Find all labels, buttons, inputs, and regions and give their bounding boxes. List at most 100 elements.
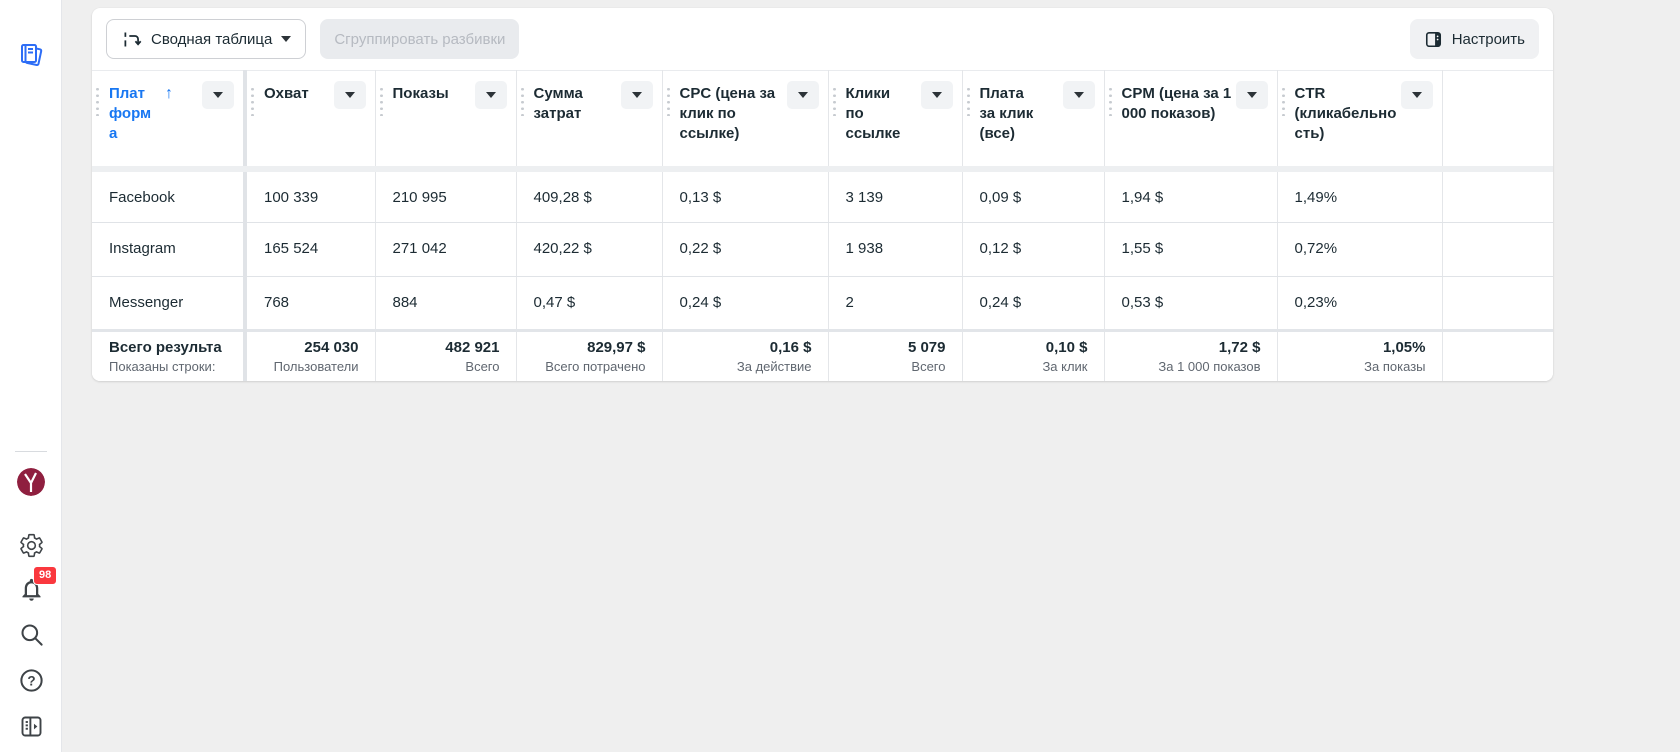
column-header-ctr[interactable]: CTR (кликабельность) [1277,70,1443,172]
svg-text:?: ? [27,673,35,688]
pivot-table: Платформа ↑ Охват Показы Сумма затрат [92,70,1553,381]
column-menu-button[interactable] [786,81,819,109]
column-menu-button[interactable] [920,81,953,109]
table-cell[interactable]: 0,23% [1277,276,1443,331]
column-header-cpc[interactable]: CPC (цена за клик по ссылке) [662,70,829,172]
table-cell[interactable]: 0,47 $ [516,276,663,331]
table-cell[interactable]: 1 938 [828,222,963,277]
column-menu-button[interactable] [202,81,234,109]
drag-handle-icon[interactable] [520,86,524,116]
notifications-bell-icon[interactable]: 98 [17,566,58,603]
chevron-down-icon [1073,92,1084,98]
column-label: Показы [392,85,449,102]
drag-handle-icon[interactable] [832,86,836,116]
column-menu-button[interactable] [1235,81,1268,109]
totals-label: Всего [911,359,946,375]
group-breakdowns-button[interactable]: Сгруппировать разбивки [320,19,520,59]
column-menu-button[interactable] [1400,81,1433,109]
totals-value: 0,16 $ [769,339,812,357]
drag-handle-icon[interactable] [96,86,99,116]
column-header-reach[interactable]: Охват [245,70,376,172]
table-cell-empty [1442,276,1553,331]
account-avatar[interactable] [17,468,45,496]
table-cell[interactable]: 1,55 $ [1104,222,1278,277]
table-cell[interactable]: 0,24 $ [662,276,829,331]
drag-handle-icon[interactable] [251,86,254,116]
table-cell[interactable]: 884 [375,276,517,331]
table-cell[interactable]: 0,13 $ [662,168,829,223]
totals-subtitle[interactable]: Показаны строки: [109,359,216,375]
table-cell[interactable]: 768 [245,276,376,331]
search-icon[interactable] [17,620,45,648]
table-cell[interactable]: 1,49% [1277,168,1443,223]
column-menu-button[interactable] [333,81,366,109]
settings-gear-icon[interactable] [17,531,45,559]
left-sidebar: 98 ? [0,0,62,752]
column-label: Охват [264,85,309,102]
table-cell[interactable]: 3 139 [828,168,963,223]
totals-cell: 0,10 $ За клик [962,329,1105,381]
table-cell[interactable]: 210 995 [375,168,517,223]
column-menu-button[interactable] [1062,81,1095,109]
chevron-down-icon [797,92,808,98]
table-cell[interactable]: 409,28 $ [516,168,663,223]
table-cell[interactable]: 0,22 $ [662,222,829,277]
notification-count-badge: 98 [33,566,58,585]
column-menu-button[interactable] [620,81,653,109]
column-header-impressions[interactable]: Показы [375,70,517,172]
totals-value: 1,05% [1382,339,1426,357]
column-label: CTR (кликабельность) [1294,85,1397,142]
totals-label: За показы [1364,359,1426,375]
totals-value: 829,97 $ [587,339,646,357]
table-cell[interactable]: 1,94 $ [1104,168,1278,223]
totals-cell: 1,72 $ За 1 000 показов [1104,329,1278,381]
totals-row: Всего результа Показаны строки: 254 030 … [92,329,1553,381]
row-platform-name[interactable]: Facebook [92,168,247,223]
column-menu-button[interactable] [474,81,507,109]
customize-button[interactable]: Настроить [1409,19,1539,59]
column-label: CPC (цена за клик по ссылке) [679,85,776,142]
column-header-cost-per-click-all[interactable]: Плата за клик (все) [962,70,1105,172]
totals-title-cell: Всего результа Показаны строки: [92,329,247,381]
table-cell[interactable]: 420,22 $ [516,222,663,277]
totals-label: Всего потрачено [545,359,646,375]
table-cell[interactable]: 271 042 [375,222,517,277]
drag-handle-icon[interactable] [666,86,670,116]
table-cell[interactable]: 0,53 $ [1104,276,1278,331]
totals-value: 482 921 [445,339,500,357]
table-cell[interactable]: 0,12 $ [962,222,1105,277]
drag-handle-icon[interactable] [966,86,970,116]
table-cell[interactable]: 2 [828,276,963,331]
drag-handle-icon[interactable] [379,86,383,116]
chevron-down-icon [1246,92,1257,98]
sort-ascending-icon: ↑ [165,85,173,102]
column-header-cpm[interactable]: CPM (цена за 1 000 показов) [1104,70,1278,172]
totals-label: За 1 000 показов [1158,359,1261,375]
totals-cell: 254 030 Пользователи [245,329,376,381]
table-cell[interactable]: 0,09 $ [962,168,1105,223]
column-header-link-clicks[interactable]: Клики по ссылке [828,70,963,172]
row-platform-name[interactable]: Messenger [92,276,247,331]
report-toolbar: Сводная таблица Сгруппировать разбивки Н… [92,8,1553,70]
table-cell[interactable]: 165 524 [245,222,376,277]
expand-panel-icon[interactable] [17,712,45,740]
view-selector-dropdown[interactable]: Сводная таблица [106,19,307,59]
ads-reporting-icon[interactable] [14,38,48,72]
row-platform-name[interactable]: Instagram [92,222,247,277]
totals-cell-empty [1442,329,1553,381]
column-label: CPM (цена за 1 000 показов) [1121,85,1232,122]
totals-value: 1,72 $ [1218,339,1261,357]
drag-handle-icon[interactable] [1281,86,1285,116]
totals-title: Всего результа [109,339,222,357]
table-cell[interactable]: 100 339 [245,168,376,223]
table-cell[interactable]: 0,24 $ [962,276,1105,331]
chevron-down-icon [213,92,223,98]
table-cell-empty [1442,222,1553,277]
table-cell[interactable]: 0,72% [1277,222,1443,277]
column-header-amount-spent[interactable]: Сумма затрат [516,70,663,172]
view-selector-label: Сводная таблица [151,30,273,48]
drag-handle-icon[interactable] [1108,86,1112,116]
column-header-platform[interactable]: Платформа ↑ [92,70,247,172]
totals-value: 5 079 [907,339,946,357]
help-icon[interactable]: ? [17,666,45,694]
